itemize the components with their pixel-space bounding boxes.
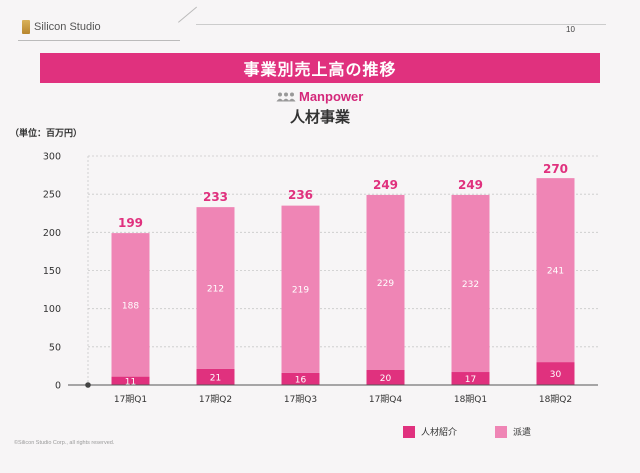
company-logo: Silicon Studio (22, 20, 101, 34)
legend-item-1: 人材紹介 (403, 425, 457, 438)
bar-segment-referral (366, 369, 405, 385)
bar-segment-dispatch (196, 207, 235, 369)
x-category-label: 17期Q3 (284, 394, 317, 405)
total-value-label: 249 (458, 178, 483, 192)
legend-item-2: 派遣 (495, 425, 531, 438)
legend-swatch-1 (403, 425, 415, 438)
logo-text: Silicon Studio (34, 21, 101, 33)
segment-value-label: 188 (122, 301, 139, 311)
segment-value-label: 11 (125, 377, 136, 387)
brand-name: Manpower (299, 89, 364, 104)
segment-value-label: 241 (547, 267, 564, 277)
bar-segment-dispatch (451, 194, 490, 373)
segment-value-label: 30 (550, 370, 562, 380)
header-divider (18, 40, 180, 41)
bar-segment-dispatch (281, 205, 320, 373)
bar-segment-dispatch (111, 233, 150, 377)
x-category-label: 18期Q1 (454, 394, 487, 405)
people-icon (276, 92, 296, 102)
page-number: 10 (566, 25, 575, 34)
logo-icon (22, 20, 30, 34)
x-category-label: 17期Q4 (369, 394, 403, 405)
segment-title: 人材事業 (289, 108, 350, 126)
total-value-label: 249 (373, 178, 398, 192)
segment-value-label: 232 (462, 280, 479, 290)
y-tick-label: 50 (49, 342, 61, 353)
bar-segment-referral (111, 376, 150, 385)
segment-value-label: 16 (295, 375, 307, 385)
y-tick-label: 100 (43, 304, 61, 315)
total-value-label: 233 (203, 190, 228, 204)
bar-segment-dispatch (366, 194, 405, 370)
slide-header: Silicon Studio 10 (0, 0, 640, 44)
x-category-label: 17期Q2 (199, 394, 232, 405)
y-tick-label: 250 (43, 190, 61, 201)
bar-segment-referral (281, 372, 320, 385)
x-category-label: 17期Q1 (114, 394, 147, 405)
y-tick-label: 300 (43, 152, 61, 163)
legend-label-2: 派遣 (513, 428, 532, 438)
bar-segment-dispatch (536, 178, 575, 363)
segment-value-label: 20 (380, 374, 392, 384)
bar-segment-referral (451, 372, 490, 385)
segment-value-label: 17 (465, 375, 476, 385)
header-divider-right (196, 24, 606, 25)
y-axis-unit-label: （単位：百万円） (10, 129, 83, 139)
segment-value-label: 219 (292, 286, 309, 296)
axis-origin-dot (85, 382, 91, 388)
y-tick-label: 0 (55, 381, 61, 392)
total-value-label: 270 (543, 162, 568, 176)
slide-title: 事業別売上高の推移 (40, 53, 600, 83)
bar-segment-referral (196, 368, 235, 385)
y-tick-label: 200 (43, 228, 61, 239)
bar-segment-referral (536, 362, 575, 385)
legend-swatch-2 (495, 425, 507, 438)
x-category-label: 18期Q2 (539, 394, 572, 405)
copyright-notice: ©Silicon Studio Corp., all rights reserv… (14, 440, 115, 446)
segment-value-label: 212 (207, 285, 224, 295)
legend-label-1: 人材紹介 (421, 428, 458, 438)
y-tick-label: 150 (43, 266, 61, 277)
segment-value-label: 229 (377, 279, 394, 289)
total-value-label: 236 (288, 188, 313, 202)
total-value-label: 199 (118, 216, 143, 230)
brand-row: Manpower (276, 89, 363, 104)
segment-value-label: 21 (210, 373, 221, 383)
